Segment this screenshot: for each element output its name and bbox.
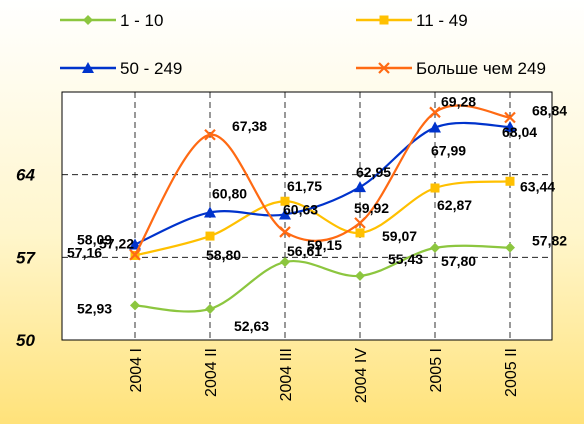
- legend-marker-1: [379, 15, 389, 25]
- series-1-point: [355, 228, 365, 238]
- data-label: 63,44: [520, 178, 555, 194]
- data-label: 52,63: [234, 318, 269, 334]
- legend-marker-2: [82, 62, 94, 73]
- data-label: 56,61: [287, 243, 322, 259]
- data-label: 68,84: [532, 103, 567, 119]
- data-label: 57,82: [532, 233, 567, 249]
- y-tick-label: 64: [16, 166, 35, 185]
- series-3-point: [129, 248, 141, 261]
- series-2-point: [504, 120, 516, 132]
- data-label: 59,15: [307, 237, 342, 253]
- series-2-point: [354, 181, 366, 193]
- x-tick-label: 2004 IV: [353, 348, 370, 403]
- y-tick-label: 57: [16, 248, 36, 267]
- data-label: 58,80: [206, 247, 241, 263]
- x-tick-label: 2004 III: [278, 348, 295, 401]
- data-label: 69,28: [441, 93, 476, 109]
- legend-marker-0: [83, 15, 93, 25]
- series-0-point: [130, 300, 140, 311]
- series-line-2: [134, 121, 511, 246]
- y-tick-label: 50: [16, 331, 35, 350]
- legend-label-1: 11 - 49: [416, 11, 468, 30]
- series-1-point: [280, 196, 290, 206]
- series-2-point: [429, 121, 441, 133]
- plot-area: [61, 91, 553, 341]
- series-3-point: [354, 217, 366, 229]
- data-label: 62,87: [437, 197, 472, 213]
- series-0-point: [205, 303, 215, 314]
- data-label: 67,38: [232, 118, 267, 134]
- data-label: 52,93: [77, 300, 112, 316]
- legend-marker-3: [378, 62, 390, 74]
- series-0-point: [280, 256, 290, 267]
- data-label: 62,95: [356, 164, 391, 180]
- legend-label-2: 50 - 249: [120, 59, 182, 78]
- data-label: 55,43: [388, 251, 423, 267]
- data-label: 57,16: [67, 244, 102, 260]
- data-label: 67,99: [431, 143, 466, 159]
- x-tick-label: 2004 I: [128, 348, 145, 392]
- series-2-point: [279, 208, 291, 220]
- legend-label-0: 1 - 10: [120, 11, 163, 30]
- series-0-point: [430, 242, 440, 253]
- series-2-point: [204, 206, 216, 218]
- series-3-point: [279, 226, 291, 238]
- series-3-point: [429, 106, 441, 119]
- series-3-point: [504, 111, 516, 124]
- data-label: 61,75: [287, 178, 322, 194]
- legend-label-3: Больше чем 249: [416, 59, 546, 78]
- series-0-point: [505, 242, 515, 253]
- data-label: 59,07: [382, 228, 417, 244]
- data-label: 58,09: [77, 231, 112, 247]
- x-tick-label: 2004 II: [203, 348, 220, 397]
- data-label: 60,80: [212, 185, 247, 201]
- series-1-point: [205, 231, 215, 241]
- data-label: 60,63: [283, 201, 318, 217]
- series-2-point: [129, 238, 141, 250]
- data-label: 59,92: [354, 200, 389, 216]
- x-tick-label: 2005 I: [428, 348, 445, 392]
- x-tick-label: 2005 II: [503, 348, 520, 397]
- data-label: 57,22: [99, 236, 134, 252]
- series-0-point: [355, 270, 365, 281]
- series-3-point: [204, 128, 216, 141]
- series-1-point: [505, 176, 515, 186]
- data-label: 68,04: [502, 124, 537, 140]
- series-1-point: [430, 183, 440, 193]
- data-label: 57,80: [441, 253, 476, 269]
